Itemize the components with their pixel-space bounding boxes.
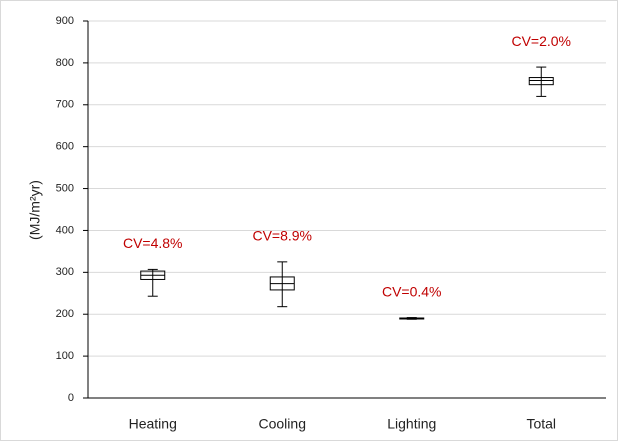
annotation: CV=2.0% [511,33,571,49]
y-tick-label: 800 [56,57,74,69]
x-tick-label: Total [526,416,556,432]
y-tick-label: 500 [56,182,74,194]
y-tick-label: 400 [56,224,74,236]
y-tick-label: 700 [56,99,74,111]
y-tick-label: 200 [56,308,74,320]
annotation: CV=8.9% [252,228,312,244]
x-tick-label: Cooling [259,416,306,432]
y-tick-label: 900 [56,15,74,27]
annotation: CV=4.8% [123,235,183,251]
x-tick-label: Lighting [387,416,436,432]
y-tick-label: 300 [56,266,74,278]
box [528,77,554,86]
y-tick-label: 0 [68,392,74,404]
annotation: CV=0.4% [382,283,442,299]
y-axis-label: (MJ/m²yr) [27,180,43,240]
y-tick-label: 600 [56,141,74,153]
y-tick-label: 100 [56,350,74,362]
x-tick-label: Heating [129,416,177,432]
